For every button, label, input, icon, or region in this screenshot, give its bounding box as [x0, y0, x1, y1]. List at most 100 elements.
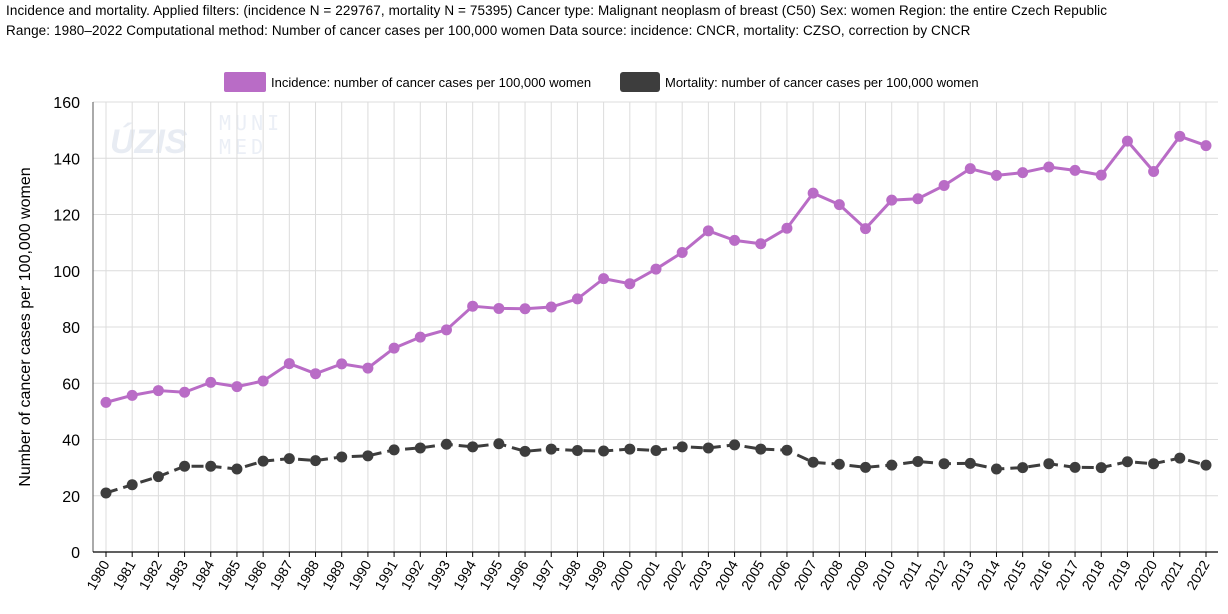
data-point-incidence[interactable]	[938, 180, 950, 192]
data-point-mortality[interactable]	[362, 450, 374, 462]
data-point-mortality[interactable]	[283, 453, 295, 465]
x-tick-label: 1995	[476, 557, 506, 592]
data-point-mortality[interactable]	[310, 455, 322, 467]
data-point-mortality[interactable]	[938, 458, 950, 470]
data-point-incidence[interactable]	[886, 194, 898, 206]
data-point-incidence[interactable]	[467, 300, 479, 312]
data-point-incidence[interactable]	[336, 358, 348, 370]
x-tick-label: 1986	[240, 557, 270, 592]
data-point-incidence[interactable]	[860, 223, 872, 235]
data-point-mortality[interactable]	[1121, 456, 1133, 468]
data-point-mortality[interactable]	[257, 455, 269, 467]
data-point-mortality[interactable]	[990, 463, 1002, 475]
x-tick-label: 2010	[869, 557, 899, 592]
data-point-incidence[interactable]	[205, 376, 217, 388]
data-point-incidence[interactable]	[231, 381, 243, 393]
data-point-mortality[interactable]	[702, 442, 714, 454]
data-point-mortality[interactable]	[545, 443, 557, 455]
data-point-mortality[interactable]	[100, 487, 112, 499]
legend-item-incidence[interactable]: Incidence: number of cancer cases per 10…	[224, 72, 591, 92]
data-point-mortality[interactable]	[388, 444, 400, 456]
data-point-mortality[interactable]	[1043, 458, 1055, 470]
data-point-incidence[interactable]	[571, 293, 583, 305]
data-point-incidence[interactable]	[257, 375, 269, 387]
x-tick-label: 2005	[738, 557, 768, 592]
data-point-incidence[interactable]	[362, 362, 374, 374]
data-point-mortality[interactable]	[336, 451, 348, 463]
data-point-mortality[interactable]	[624, 443, 636, 455]
data-point-incidence[interactable]	[1200, 140, 1212, 152]
data-point-mortality[interactable]	[1174, 452, 1186, 464]
data-point-incidence[interactable]	[990, 169, 1002, 181]
data-point-incidence[interactable]	[624, 278, 636, 290]
data-point-incidence[interactable]	[179, 386, 191, 398]
data-point-mortality[interactable]	[1069, 461, 1081, 473]
y-tick-label: 0	[71, 545, 80, 562]
data-point-incidence[interactable]	[833, 199, 845, 211]
data-point-mortality[interactable]	[1148, 458, 1160, 470]
data-point-mortality[interactable]	[729, 439, 741, 451]
legend[interactable]: Incidence: number of cancer cases per 10…	[224, 72, 979, 92]
data-point-incidence[interactable]	[729, 234, 741, 246]
data-point-mortality[interactable]	[886, 459, 898, 471]
data-point-mortality[interactable]	[833, 458, 845, 470]
data-point-incidence[interactable]	[755, 238, 767, 250]
data-point-mortality[interactable]	[1200, 459, 1212, 471]
data-point-mortality[interactable]	[571, 444, 583, 456]
data-point-incidence[interactable]	[545, 301, 557, 313]
data-point-incidence[interactable]	[1069, 164, 1081, 176]
data-point-incidence[interactable]	[493, 302, 505, 314]
data-point-mortality[interactable]	[440, 438, 452, 450]
data-point-mortality[interactable]	[676, 441, 688, 453]
data-point-mortality[interactable]	[912, 455, 924, 467]
data-point-incidence[interactable]	[1017, 167, 1029, 179]
legend-item-mortality[interactable]: Mortality: number of cancer cases per 10…	[620, 72, 979, 92]
data-point-incidence[interactable]	[702, 225, 714, 237]
data-point-incidence[interactable]	[650, 263, 662, 275]
data-point-incidence[interactable]	[807, 187, 819, 199]
data-point-mortality[interactable]	[807, 456, 819, 468]
data-point-mortality[interactable]	[598, 445, 610, 457]
data-point-incidence[interactable]	[676, 246, 688, 258]
data-point-incidence[interactable]	[1121, 135, 1133, 147]
data-point-mortality[interactable]	[1017, 462, 1029, 474]
data-point-incidence[interactable]	[100, 396, 112, 408]
data-point-incidence[interactable]	[598, 273, 610, 285]
data-point-mortality[interactable]	[755, 443, 767, 455]
data-point-incidence[interactable]	[1148, 165, 1160, 177]
y-axis-ticks: 0 20 40 60 80 100 120 140 160	[53, 95, 80, 562]
data-point-mortality[interactable]	[126, 479, 138, 491]
data-point-incidence[interactable]	[440, 324, 452, 336]
data-point-incidence[interactable]	[912, 193, 924, 205]
data-point-incidence[interactable]	[964, 163, 976, 175]
legend-swatch-incidence	[224, 72, 266, 92]
data-point-incidence[interactable]	[414, 331, 426, 343]
y-tick-label: 60	[62, 376, 80, 393]
data-point-incidence[interactable]	[152, 385, 164, 397]
data-point-incidence[interactable]	[388, 342, 400, 354]
data-point-mortality[interactable]	[179, 460, 191, 472]
y-tick-label: 20	[62, 489, 80, 506]
data-point-incidence[interactable]	[781, 222, 793, 234]
data-point-mortality[interactable]	[467, 441, 479, 453]
data-point-mortality[interactable]	[493, 438, 505, 450]
data-point-mortality[interactable]	[205, 460, 217, 472]
data-point-mortality[interactable]	[519, 445, 531, 457]
data-point-mortality[interactable]	[964, 457, 976, 469]
x-tick-label: 2016	[1026, 557, 1056, 592]
data-point-incidence[interactable]	[519, 303, 531, 315]
data-point-incidence[interactable]	[310, 368, 322, 380]
data-point-incidence[interactable]	[126, 389, 138, 401]
data-point-mortality[interactable]	[231, 463, 243, 475]
watermark: ÚZIS MUNI MED	[110, 111, 279, 161]
data-point-incidence[interactable]	[1095, 169, 1107, 181]
data-point-incidence[interactable]	[1174, 130, 1186, 142]
data-point-incidence[interactable]	[1043, 161, 1055, 173]
data-point-mortality[interactable]	[152, 471, 164, 483]
data-point-mortality[interactable]	[1095, 462, 1107, 474]
data-point-mortality[interactable]	[860, 461, 872, 473]
data-point-mortality[interactable]	[650, 444, 662, 456]
data-point-incidence[interactable]	[283, 358, 295, 370]
data-point-mortality[interactable]	[414, 442, 426, 454]
data-point-mortality[interactable]	[781, 444, 793, 456]
